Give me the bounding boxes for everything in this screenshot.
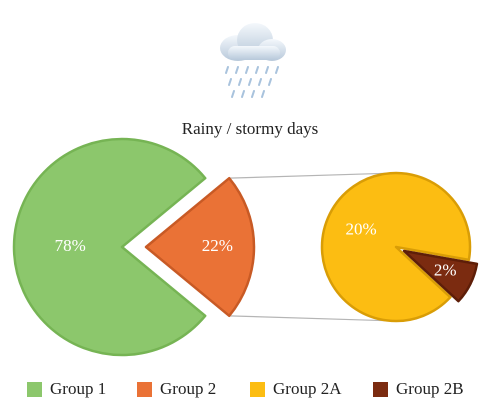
legend: Group 1 Group 2 Group 2A Group 2B [0,379,500,409]
breakdown-pie: 20% 2% [320,171,479,323]
slice-label-group-2b: 2% [434,260,457,279]
rain-cloud-icon [220,23,286,98]
pie-slice-group-2a [320,171,472,323]
legend-item-group-2b: Group 2B [373,379,464,399]
legend-swatch [27,381,42,397]
pie-slice-group-1 [12,137,207,357]
pie-slice-group-2 [144,176,256,318]
main-pie: 78% 22% [12,137,256,357]
connector-line-bottom [229,315,397,322]
legend-swatch [250,381,265,397]
legend-item-group-2: Group 2 [137,379,216,399]
legend-label: Group 2 [160,379,217,398]
slice-label-group-2a: 20% [346,220,377,239]
pie-slice-group-2b [402,249,479,303]
legend-label: Group 1 [50,379,107,398]
pie-connector-lines [229,172,397,322]
legend-swatch [137,381,152,397]
slice-label-group-2: 22% [202,236,233,255]
legend-item-group-1: Group 1 [27,379,106,399]
legend-swatch [373,381,388,397]
legend-item-group-2a: Group 2A [250,379,341,399]
connector-line-top [229,172,397,179]
slice-label-group-1: 78% [55,236,86,255]
legend-label: Group 2B [396,379,464,398]
legend-label: Group 2A [273,379,342,398]
chart-title: Rainy / stormy days [181,119,319,138]
